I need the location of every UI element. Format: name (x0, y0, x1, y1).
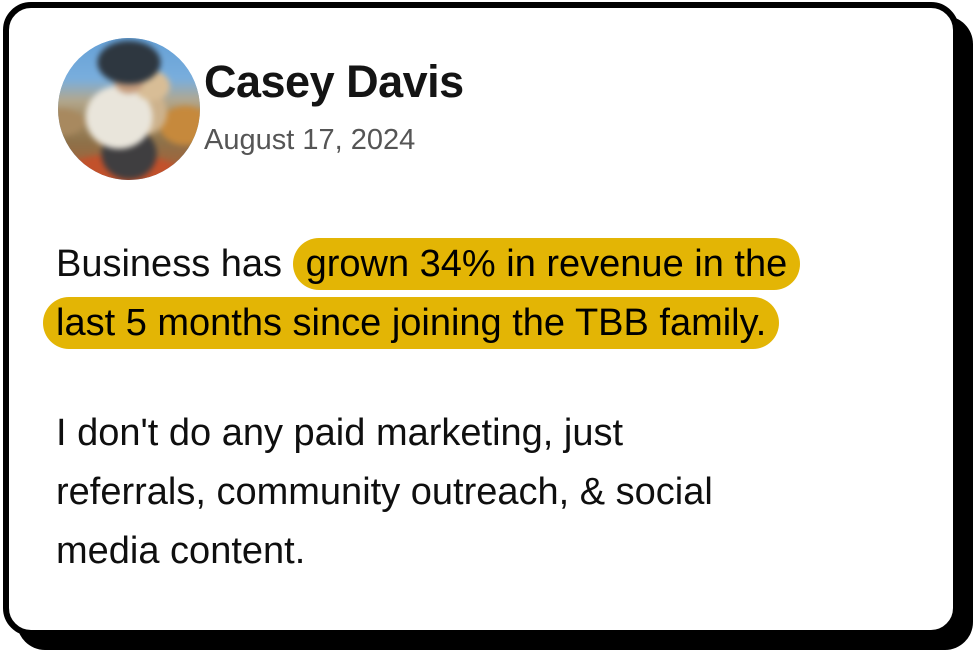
highlighted-text-line2: last 5 months since joining the TBB fami… (43, 297, 780, 349)
testimonial-paragraph-2: I don't do any paid marketing, just refe… (56, 404, 933, 581)
paragraph2-line1: I don't do any paid marketing, just (56, 412, 624, 454)
author-name: Casey Davis (204, 56, 464, 107)
avatar (58, 38, 200, 180)
testimonial-card: Casey Davis August 17, 2024 Business has… (3, 2, 959, 636)
highlighted-text-line1: grown 34% in revenue in the (292, 238, 801, 290)
paragraph1-prefix: Business has (56, 243, 293, 285)
testimonial-header: Casey Davis August 17, 2024 (9, 8, 953, 198)
testimonial-paragraph-1: Business has grown 34% in revenue in the… (43, 235, 933, 353)
author-block: Casey Davis August 17, 2024 (204, 54, 464, 158)
post-date: August 17, 2024 (204, 124, 416, 156)
paragraph2-line2: referrals, community outreach, & social (56, 471, 713, 513)
avatar-photo (58, 38, 200, 180)
paragraph2-line3: media content. (56, 530, 306, 572)
